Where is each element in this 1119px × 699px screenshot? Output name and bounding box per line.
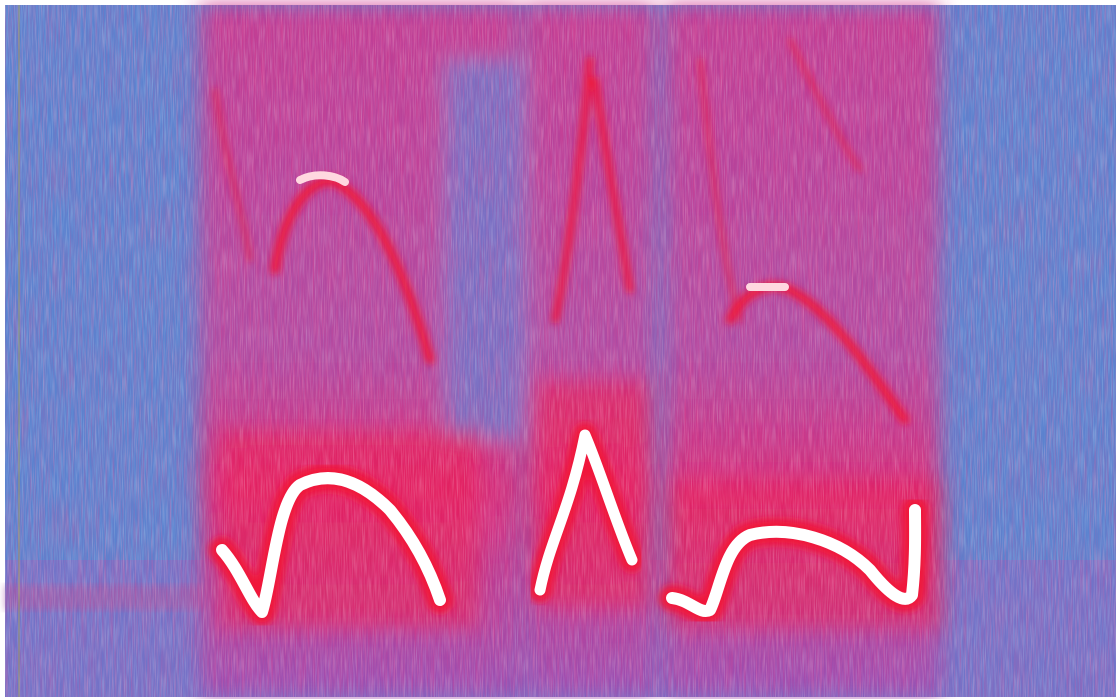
spectrogram — [0, 0, 1119, 699]
page — [0, 0, 1119, 699]
texture — [5, 5, 1116, 697]
